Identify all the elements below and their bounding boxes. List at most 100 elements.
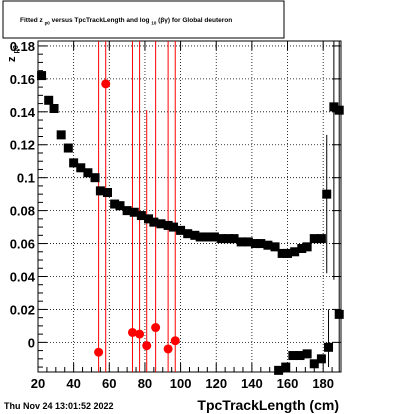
- data-point-square: [129, 207, 139, 217]
- data-point-square: [56, 130, 66, 140]
- data-point-square: [288, 351, 298, 361]
- data-point-square: [110, 199, 120, 209]
- y-tick-label: 0.1: [17, 171, 35, 186]
- data-point-square: [322, 189, 332, 199]
- data-point-square: [224, 234, 234, 244]
- data-point-square: [176, 225, 186, 235]
- data-point-square: [334, 105, 344, 115]
- data-point-square: [256, 239, 266, 249]
- data-point-square: [44, 95, 54, 105]
- chart-title-suffix: (βγ) for Global deuteron: [158, 17, 232, 24]
- data-point-square: [316, 234, 326, 244]
- data-point-square: [63, 143, 73, 153]
- y-axis-label-text: z: [6, 56, 18, 62]
- data-point-circle: [101, 79, 111, 89]
- data-point-square: [229, 234, 239, 244]
- data-point-square: [83, 168, 93, 178]
- data-point-square: [309, 359, 319, 369]
- chart-title-prefix: Fitted z: [20, 17, 43, 24]
- data-point-square: [136, 211, 146, 221]
- data-point-square: [297, 243, 307, 253]
- data-point-square: [302, 349, 312, 359]
- data-point-square: [302, 242, 312, 252]
- data-point-square: [250, 239, 260, 249]
- data-point-square: [217, 234, 227, 244]
- data-point-square: [277, 248, 287, 258]
- data-point-circle: [127, 327, 137, 337]
- y-tick-label: 0.12: [10, 138, 35, 153]
- data-point-square: [309, 234, 319, 244]
- data-point-square: [168, 222, 178, 232]
- data-point-square: [103, 188, 113, 198]
- y-tick-label: 0: [28, 335, 35, 350]
- data-point-circle: [94, 347, 104, 357]
- data-point-square: [324, 342, 334, 352]
- x-tick-label: 140: [241, 376, 263, 391]
- data-point-square: [183, 229, 193, 239]
- data-point-square: [281, 362, 291, 372]
- y-axis-label-sub: p0: [13, 45, 20, 53]
- data-point-square: [163, 220, 173, 230]
- chart-title: Fitted z p0 versus TpcTrackLength and lo…: [20, 17, 232, 27]
- y-tick-label: 0.16: [10, 72, 35, 87]
- data-point-square: [316, 354, 326, 364]
- x-tick-labels: 20 40 60 80 100 120 140 160 180: [31, 376, 334, 391]
- data-point-square: [49, 104, 59, 114]
- y-tick-label: 0.04: [10, 269, 36, 284]
- x-tick-label: 60: [102, 376, 116, 391]
- footer-timestamp: Thu Nov 24 13:01:52 2022: [4, 401, 114, 411]
- data-point-square: [295, 351, 305, 361]
- x-tick-label: 40: [66, 376, 80, 391]
- data-point-circle: [163, 344, 173, 354]
- x-axis-label: TpcTrackLength (cm): [197, 397, 339, 413]
- data-point-circle: [135, 329, 145, 339]
- data-point-square: [122, 206, 132, 216]
- data-point-square: [156, 219, 166, 229]
- data-point-square: [290, 247, 300, 257]
- data-point-square: [149, 217, 159, 227]
- data-point-square: [190, 230, 200, 240]
- x-tick-label: 160: [277, 376, 299, 391]
- y-tick-label: 0.06: [10, 237, 35, 252]
- x-tick-label: 100: [170, 376, 192, 391]
- y-axis-label: z p0: [6, 45, 20, 62]
- y-tick-label: 0.08: [10, 204, 35, 219]
- y-tick-label: 0.14: [10, 105, 36, 120]
- chart-title-sub2: 10: [151, 21, 157, 26]
- series-red: [94, 79, 180, 357]
- data-point-square: [144, 214, 154, 224]
- series-black: [37, 71, 344, 375]
- y-tick-label: 0.02: [10, 302, 35, 317]
- data-point-square: [69, 158, 79, 168]
- x-tick-label: 80: [138, 376, 152, 391]
- chart-title-sub: p0: [45, 21, 51, 26]
- svg-text:z p0: z p0: [6, 45, 20, 62]
- data-point-square: [243, 237, 253, 247]
- data-point-square: [76, 163, 86, 173]
- data-point-circle: [151, 323, 161, 333]
- data-point-square: [334, 309, 344, 319]
- grid: [37, 41, 341, 372]
- data-point-square: [263, 240, 273, 250]
- x-tick-label: 120: [205, 376, 227, 391]
- y-tick-label: 0.18: [10, 39, 35, 54]
- data-point-circle: [170, 336, 180, 346]
- data-point-square: [37, 71, 47, 81]
- y-tick-labels: 0 0.02 0.04 0.06 0.08 0.1 0.12 0.14 0.16 0.18: [10, 39, 36, 350]
- data-point-square: [195, 232, 205, 242]
- title-box: Fitted z p0 versus TpcTrackLength and lo…: [2, 0, 285, 39]
- data-point-square: [90, 173, 100, 183]
- data-point-square: [329, 102, 339, 112]
- data-point-square: [115, 201, 125, 211]
- title-box-frame: [2, 0, 285, 39]
- data-point-circle: [142, 341, 152, 351]
- data-point-square: [283, 248, 293, 258]
- data-point-square: [202, 232, 212, 242]
- data-point-square: [236, 237, 246, 247]
- data-point-square: [95, 186, 105, 196]
- data-point-square: [209, 232, 219, 242]
- data-point-square: [270, 242, 280, 252]
- error-bars: [98, 41, 340, 372]
